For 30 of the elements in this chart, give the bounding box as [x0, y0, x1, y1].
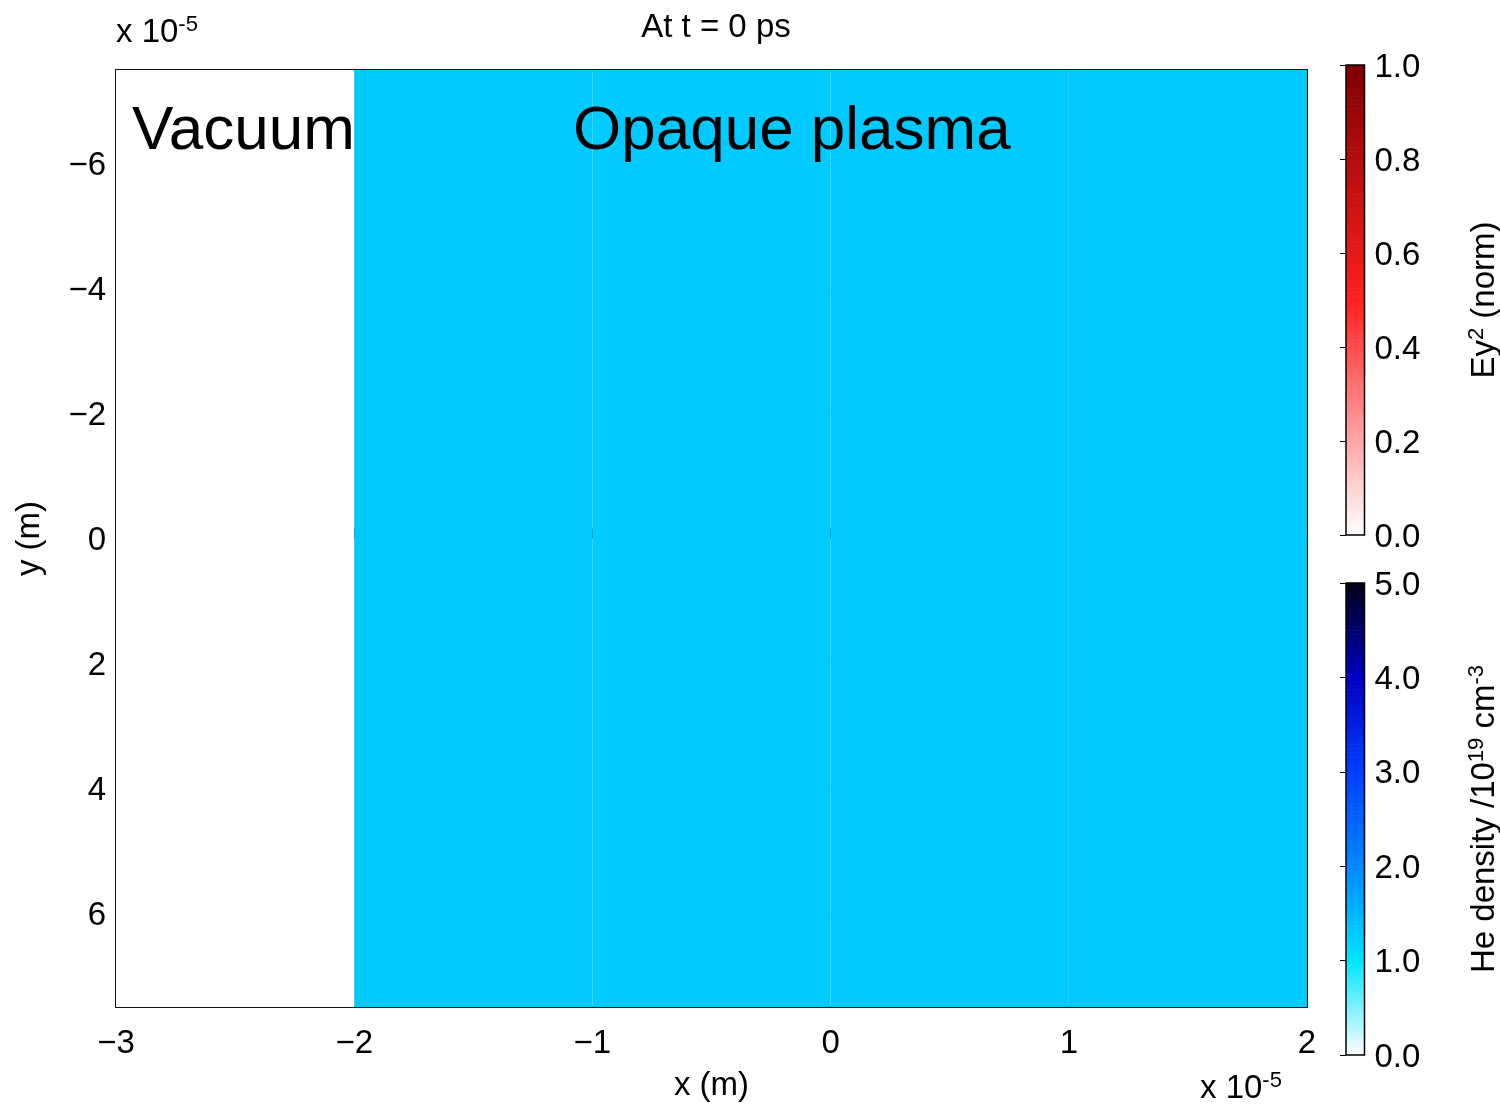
x-tick-label: −2 — [335, 1023, 374, 1060]
y-axis-title: y (m) — [9, 500, 46, 577]
y-tick-label: 6 — [87, 894, 106, 932]
chart-title: At t = 0 ps — [641, 7, 791, 44]
y-tick-label: 4 — [87, 769, 106, 807]
annotation: Opaque plasma — [573, 92, 1012, 162]
x-tick-label: 0 — [821, 1023, 840, 1060]
x-tick-label: 2 — [1297, 1023, 1317, 1060]
x-tick-label: −3 — [97, 1023, 135, 1060]
color-bar-label: 1.0 — [1374, 46, 1421, 84]
color-bar-label: 0.6 — [1374, 234, 1421, 272]
color-bar-label: 4.0 — [1374, 658, 1421, 696]
color-bar-label: 0.0 — [1374, 1036, 1421, 1074]
color-bar-label: 0.8 — [1374, 140, 1421, 178]
color-bar-label: 1.0 — [1374, 942, 1421, 980]
y-tick-label: −2 — [68, 395, 106, 433]
x-tick-label: 1 — [1059, 1023, 1078, 1060]
color-bar-label: 3.0 — [1374, 753, 1421, 791]
x-tick-label: −1 — [573, 1023, 612, 1060]
x-axis-title: x (m) — [673, 1065, 750, 1102]
y-tick-label: −4 — [68, 270, 106, 308]
y-tick-label: 0 — [87, 520, 106, 557]
color-bar-label: 0.2 — [1374, 422, 1421, 460]
y-tick-label: 2 — [87, 644, 106, 682]
color-bar-label: 5.0 — [1374, 564, 1421, 602]
annotation: Vacuum — [132, 92, 355, 162]
y-tick-label: −6 — [68, 145, 106, 183]
color-bar-label: 0.0 — [1374, 516, 1421, 554]
color-bar-label: 0.4 — [1374, 328, 1421, 366]
color-bar-label: 2.0 — [1374, 847, 1421, 885]
